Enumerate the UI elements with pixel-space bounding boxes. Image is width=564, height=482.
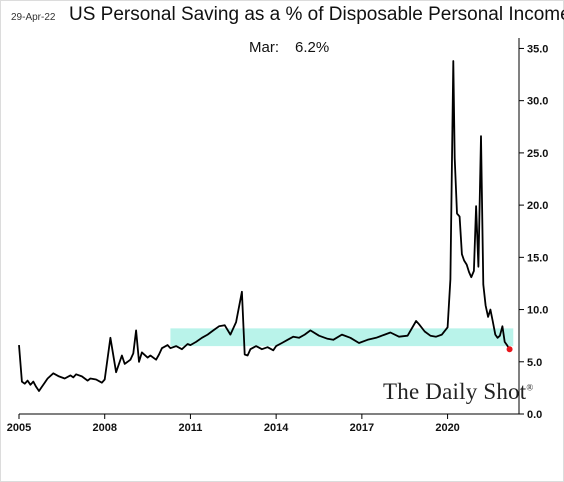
- x-tick-label: 2014: [264, 422, 289, 434]
- latest-value-annotation: Mar: 6.2%: [249, 39, 329, 56]
- marker-layer: [506, 346, 513, 353]
- y-tick-label: 20.0: [527, 200, 548, 212]
- series-layer: [18, 60, 511, 392]
- band-layer: [170, 328, 514, 347]
- brand-watermark: The Daily Shot®: [383, 379, 533, 405]
- y-tick-label: 30.0: [527, 96, 548, 108]
- y-tick-label: 25.0: [527, 148, 548, 160]
- x-tick-label: 2017: [350, 422, 374, 434]
- axis-layer: 2005 2008 2011 2014 2017 2020 0.0 5.0 10.0 15.0 20…: [7, 38, 548, 434]
- brand-name: The Daily Shot: [383, 379, 527, 404]
- x-tick-label: 2011: [178, 422, 202, 434]
- y-tick-label: 5.0: [527, 357, 542, 369]
- y-tick-label: 15.0: [527, 252, 548, 264]
- y-tick-label: 0.0: [527, 409, 542, 421]
- highlight-band: [170, 328, 514, 347]
- latest-value: 6.2%: [295, 39, 330, 56]
- chart-title: US Personal Saving as a % of Disposable …: [69, 4, 564, 25]
- last-value-marker: [506, 346, 513, 353]
- y-tick-label: 10.0: [527, 305, 548, 317]
- date-stamp: 29-Apr-22: [11, 12, 56, 23]
- saving-rate-line: [18, 60, 511, 392]
- x-tick-label: 2008: [92, 422, 116, 434]
- x-tick-label: 2020: [435, 422, 459, 434]
- x-tick-label: 2005: [7, 422, 31, 434]
- brand-registered-mark: ®: [526, 382, 534, 393]
- y-tick-label: 35.0: [527, 43, 548, 55]
- latest-period-label: Mar:: [249, 39, 279, 56]
